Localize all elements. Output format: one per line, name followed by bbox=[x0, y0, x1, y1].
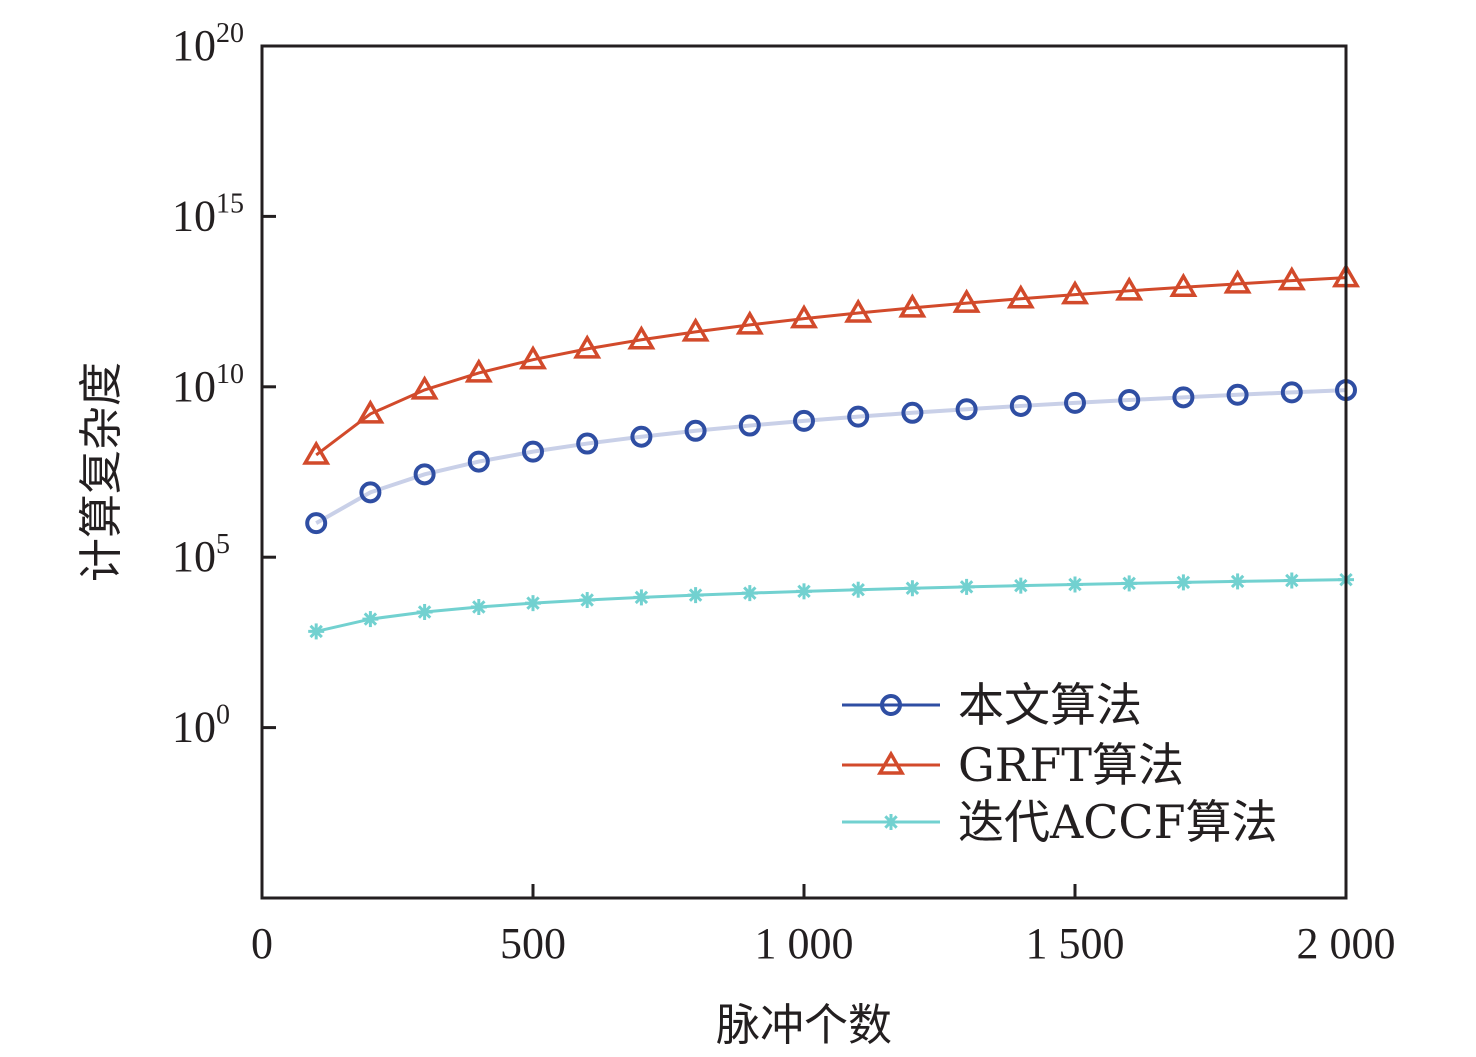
y-tick-label: 10 bbox=[172, 191, 216, 240]
data-point bbox=[1169, 272, 1198, 297]
y-tick-label: 10 bbox=[172, 21, 216, 70]
series-layer bbox=[302, 263, 1361, 640]
data-point bbox=[1067, 576, 1083, 593]
data-point bbox=[359, 481, 382, 504]
data-point bbox=[633, 589, 650, 606]
data-point bbox=[741, 585, 758, 602]
data-point bbox=[1006, 284, 1035, 309]
x-tick-label: 500 bbox=[500, 919, 566, 968]
x-tick-label: 2 000 bbox=[1297, 919, 1396, 968]
legend-marker bbox=[880, 694, 902, 716]
data-point bbox=[356, 399, 385, 424]
data-point bbox=[789, 304, 819, 329]
data-point bbox=[793, 409, 815, 432]
data-point bbox=[1121, 575, 1138, 592]
data-point bbox=[630, 425, 653, 448]
data-point bbox=[904, 580, 921, 597]
data-point bbox=[308, 623, 325, 640]
x-tick-label: 1 500 bbox=[1026, 919, 1125, 968]
y-tick-label: 10 bbox=[172, 362, 216, 411]
data-point bbox=[470, 598, 487, 615]
data-point bbox=[898, 293, 927, 318]
data-point bbox=[1277, 266, 1306, 291]
data-point bbox=[850, 581, 867, 598]
data-point bbox=[1060, 280, 1090, 305]
data-point bbox=[1283, 572, 1300, 589]
data-point bbox=[1009, 394, 1032, 417]
data-point bbox=[1115, 276, 1144, 301]
data-point bbox=[464, 358, 493, 383]
data-point bbox=[738, 414, 761, 437]
legend-marker bbox=[876, 750, 906, 775]
data-point bbox=[1280, 381, 1303, 404]
data-point bbox=[1229, 573, 1246, 590]
series-2 bbox=[302, 263, 1361, 465]
data-point bbox=[518, 345, 548, 370]
data-point bbox=[413, 463, 436, 486]
y-axis-label: 计算复杂度 bbox=[76, 362, 127, 582]
data-point bbox=[522, 440, 544, 463]
data-point bbox=[958, 578, 975, 595]
legend-item: 迭代ACCF算法 bbox=[842, 795, 1278, 849]
data-point bbox=[573, 334, 602, 359]
series-3 bbox=[308, 571, 1354, 640]
data-point bbox=[410, 375, 439, 400]
data-point bbox=[687, 587, 704, 604]
data-point bbox=[796, 583, 812, 600]
data-point bbox=[302, 440, 331, 465]
data-point bbox=[952, 288, 981, 313]
x-axis-label: 脉冲个数 bbox=[716, 1000, 892, 1051]
data-point bbox=[305, 512, 328, 535]
data-point bbox=[467, 450, 490, 473]
x-tick-label: 1 000 bbox=[755, 919, 854, 968]
y-tick-exponent: 15 bbox=[216, 188, 244, 219]
data-point bbox=[735, 310, 764, 335]
y-tick-exponent: 0 bbox=[216, 700, 230, 731]
data-point bbox=[681, 317, 710, 342]
data-point bbox=[627, 325, 656, 350]
data-point bbox=[1012, 577, 1029, 594]
data-point bbox=[684, 419, 707, 442]
legend-label: GRFT算法 bbox=[958, 738, 1184, 792]
data-point bbox=[579, 592, 596, 609]
data-point bbox=[1175, 574, 1192, 591]
x-axis: 0 500 1 000 1 500 2 000 bbox=[251, 884, 1396, 968]
legend-item: 本文算法 bbox=[842, 678, 1142, 732]
y-tick-exponent: 10 bbox=[216, 359, 244, 390]
series-line bbox=[315, 578, 1347, 633]
data-point bbox=[362, 611, 379, 628]
data-point bbox=[1118, 389, 1141, 412]
data-point bbox=[416, 603, 433, 620]
data-point bbox=[1223, 269, 1252, 294]
data-point bbox=[525, 595, 541, 612]
data-point bbox=[844, 298, 873, 323]
data-point bbox=[955, 398, 978, 421]
data-point bbox=[901, 401, 924, 424]
data-point bbox=[576, 432, 599, 455]
y-tick-label: 10 bbox=[172, 703, 216, 752]
data-point bbox=[847, 405, 870, 428]
data-point bbox=[1226, 383, 1249, 406]
y-tick-exponent: 5 bbox=[216, 529, 230, 560]
legend-marker bbox=[883, 814, 899, 830]
legend-item: GRFT算法 bbox=[842, 738, 1184, 792]
legend-label: 本文算法 bbox=[958, 678, 1142, 732]
series-1 bbox=[305, 379, 1357, 535]
y-tick-label: 10 bbox=[172, 532, 216, 581]
series-line bbox=[315, 276, 1347, 457]
data-point bbox=[1064, 391, 1086, 414]
legend-label: 迭代ACCF算法 bbox=[958, 795, 1278, 849]
data-point bbox=[1172, 386, 1195, 409]
x-tick-label: 0 bbox=[251, 919, 273, 968]
y-tick-exponent: 20 bbox=[216, 18, 244, 49]
